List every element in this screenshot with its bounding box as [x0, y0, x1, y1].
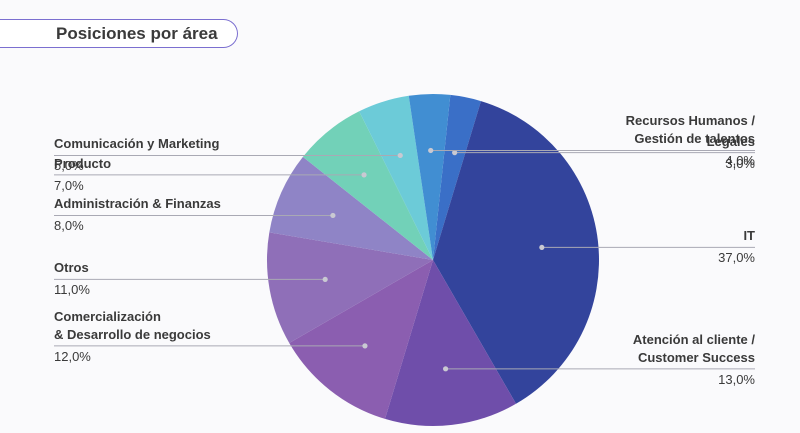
slice-label: Comunicación y Marketing 5,0%: [54, 135, 219, 175]
leader-dot: [397, 152, 403, 159]
slice-label: Producto 7,0%: [54, 155, 111, 195]
leader-dot: [361, 172, 367, 178]
slice-value: 7,0%: [54, 177, 84, 193]
pie-slice: [385, 260, 516, 426]
slice-value: 4,0%: [725, 153, 755, 169]
leader-dot: [362, 343, 368, 349]
pie-slice: [433, 94, 481, 260]
pie-slice: [433, 101, 599, 404]
leader-dot: [442, 366, 449, 372]
slice-label: Administración & Finanzas 8,0%: [54, 195, 221, 235]
slice-name: Atención al cliente / Customer Success: [632, 331, 755, 365]
pie-slice: [289, 260, 433, 419]
leader-dot: [330, 212, 336, 219]
pie-slice: [302, 111, 433, 260]
slice-name: Legales: [706, 133, 755, 149]
slice-value: 12,0%: [54, 348, 91, 364]
pie-slice: [408, 93, 451, 260]
slice-name: Producto: [54, 155, 112, 171]
slice-value: 3,0%: [725, 155, 755, 171]
pie-slice: [359, 95, 433, 260]
slice-value: 11,0%: [54, 282, 90, 298]
slice-value: 5,0%: [54, 158, 84, 174]
leader-dot: [452, 150, 458, 156]
slice-label: IT 37,0%: [718, 227, 755, 267]
leader-dot: [539, 244, 545, 251]
slice-value: 8,0%: [54, 218, 84, 234]
slice-label: Atención al cliente / Customer Success 13…: [633, 331, 755, 389]
slice-label: Comercialización & Desarrollo de negocio…: [54, 308, 211, 366]
slice-label: Otros 11,0%: [54, 259, 90, 299]
pie-slice: [269, 156, 433, 260]
leader-dot: [428, 147, 434, 154]
slice-name: IT: [743, 228, 755, 244]
title-pill: [0, 19, 238, 48]
slice-name: Otros: [54, 260, 89, 276]
slice-name: Comunicación y Marketing: [54, 136, 220, 152]
slice-label: Legales 3,0%: [707, 133, 755, 173]
leader-dot: [322, 276, 328, 283]
slice-label: Recursos Humanos / Gestión de talentos 4,…: [626, 112, 755, 170]
slice-name: Comercialización & Desarrollo de negocio…: [54, 308, 211, 342]
pie-slice: [267, 232, 433, 343]
chart-title: Posiciones por área: [56, 24, 218, 43]
slice-value: 37,0%: [718, 250, 755, 266]
slice-name: Recursos Humanos / Gestión de talentos: [625, 113, 755, 147]
slice-value: 13,0%: [718, 371, 755, 387]
slice-name: Administración & Finanzas: [54, 196, 221, 212]
